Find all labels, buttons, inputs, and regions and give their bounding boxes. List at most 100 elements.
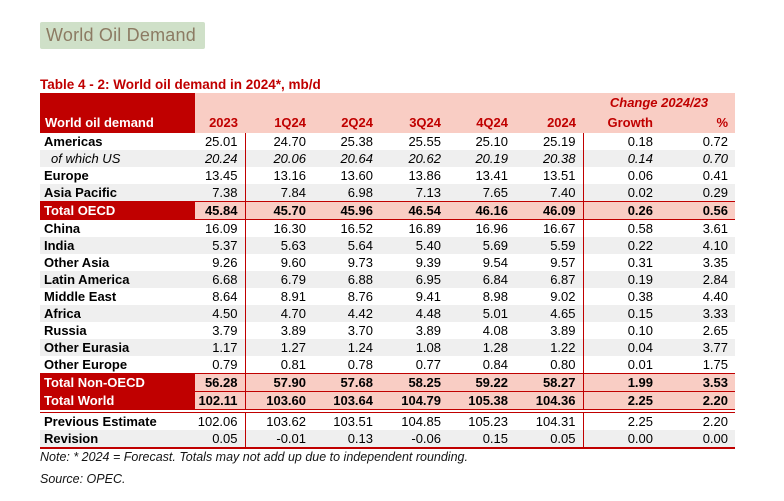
value-cell: 2.65 (702, 323, 728, 338)
table-row: Other Eurasia 1.17 1.27 1.24 1.08 1.28 1.22 0.0… (40, 339, 735, 356)
value-cell: 25.10 (475, 134, 508, 149)
row-label: Total OECD (40, 201, 195, 220)
value-cell: 0.72 (702, 134, 728, 149)
value-cell: 0.80 (515, 356, 584, 374)
value-cell: 9.26 (195, 254, 246, 271)
value-cell: 13.16 (273, 168, 306, 183)
value-cell: 9.73 (347, 255, 373, 270)
value-cell: 6.68 (195, 271, 246, 288)
value-cell: 25.55 (408, 134, 441, 149)
value-cell: 102.06 (195, 411, 246, 430)
value-cell: 2.25 (627, 414, 653, 429)
value-cell: 0.29 (660, 184, 735, 202)
value-cell: 5.37 (195, 237, 246, 254)
value-cell: 46.54 (380, 201, 448, 220)
column-header-growth: Growth (583, 111, 660, 133)
row-label: Latin America (40, 271, 195, 288)
value-cell: -0.06 (380, 430, 448, 449)
value-cell: 25.38 (340, 134, 373, 149)
value-cell: 1.24 (313, 339, 380, 356)
table-row: Total Non-OECD 56.28 57.90 57.68 58.25 59.22 5… (40, 373, 735, 392)
value-cell: 0.84 (482, 357, 508, 372)
value-cell: 20.19 (448, 150, 515, 167)
value-cell: 0.78 (347, 357, 373, 372)
value-cell: 8.91 (280, 289, 306, 304)
value-cell: 1.28 (448, 339, 515, 356)
column-header-pct: % (660, 111, 735, 133)
value-cell: 6.98 (313, 184, 380, 202)
column-header-2023: 2023 (195, 111, 245, 133)
value-cell: 2.20 (660, 391, 735, 413)
table-row: Other Asia 9.26 9.60 9.73 9.39 9.54 9.57 0.31 3.… (40, 254, 735, 271)
value-cell: 16.30 (273, 221, 306, 236)
value-cell: 0.38 (627, 289, 653, 304)
value-cell: 6.87 (515, 271, 584, 288)
value-cell: 57.90 (245, 373, 313, 392)
note-text: Note: * 2024 = Forecast. Totals may not … (40, 450, 468, 464)
table-row: Total World 102.11 103.60 103.64 104.79 105.3… (40, 391, 735, 413)
value-cell: 0.13 (313, 430, 380, 449)
table-row: Asia Pacific 7.38 7.84 6.98 7.13 7.65 7.40 0.02… (40, 184, 735, 202)
value-cell: 0.58 (627, 221, 653, 236)
value-cell: 105.23 (468, 414, 508, 429)
table-row: Russia 3.79 3.89 3.70 3.89 4.08 3.89 0.10 2.65 (40, 322, 735, 339)
column-header-2024: 2024 (515, 111, 583, 133)
column-header-2q24: 2Q24 (313, 111, 380, 133)
value-cell: 16.52 (340, 221, 373, 236)
value-cell: 7.40 (515, 184, 584, 202)
value-cell: 1.17 (195, 339, 246, 356)
value-cell: 6.88 (313, 271, 380, 288)
table-row: Total OECD 45.84 45.70 45.96 46.54 46.16 46.09… (40, 201, 735, 220)
value-cell: 5.40 (380, 237, 448, 254)
value-cell: 0.81 (280, 357, 306, 372)
value-cell: 4.65 (515, 305, 584, 322)
value-cell: 0.00 (660, 430, 735, 449)
value-cell: 0.41 (702, 168, 728, 183)
table-row: Other Europe 0.79 0.81 0.78 0.77 0.84 0.80 0.01… (40, 356, 735, 374)
value-cell: -0.01 (245, 430, 313, 449)
value-cell: 103.51 (333, 414, 373, 429)
value-cell: 0.56 (660, 201, 735, 220)
value-cell: 3.89 (415, 323, 441, 338)
value-cell: 4.48 (380, 305, 448, 322)
value-cell: 0.18 (627, 134, 653, 149)
value-cell: 103.62 (266, 414, 306, 429)
value-cell: 104.31 (515, 411, 584, 430)
row-label: Other Asia (44, 255, 110, 270)
table-row: of which US 20.24 20.06 20.64 20.62 20.19 20.3… (40, 150, 735, 167)
table-row: Middle East 8.64 8.91 8.76 9.41 8.98 9.02 0.38 4… (40, 288, 735, 305)
value-cell: 5.64 (313, 237, 380, 254)
value-cell: 9.41 (415, 289, 441, 304)
value-cell: 3.35 (702, 255, 728, 270)
value-cell: 1.27 (245, 339, 313, 356)
value-cell: 0.70 (660, 150, 735, 167)
value-cell: 20.38 (515, 150, 584, 167)
row-label: Asia Pacific (40, 184, 195, 202)
value-cell: 2.25 (583, 391, 660, 413)
column-header-1q24: 1Q24 (245, 111, 313, 133)
value-cell: 4.40 (702, 289, 728, 304)
value-cell: 16.09 (195, 219, 246, 237)
value-cell: 20.06 (245, 150, 313, 167)
value-cell: 20.62 (380, 150, 448, 167)
value-cell: 16.67 (515, 219, 584, 237)
row-label: Americas (44, 134, 103, 149)
table-header: World oil demand Change 2024/23 2023 1Q2… (40, 93, 735, 133)
value-cell: 3.53 (660, 373, 735, 392)
value-cell: 0.05 (515, 430, 584, 449)
value-cell: 2.20 (702, 414, 728, 429)
value-cell: 1.08 (380, 339, 448, 356)
value-cell: 0.79 (195, 356, 246, 374)
value-cell: 4.70 (245, 305, 313, 322)
value-cell: 58.27 (515, 373, 584, 392)
column-header-4q24: 4Q24 (448, 111, 515, 133)
value-cell: 1.75 (702, 357, 728, 372)
value-cell: 13.41 (475, 168, 508, 183)
value-cell: 0.26 (583, 201, 660, 220)
value-cell: 104.79 (380, 391, 448, 413)
row-label: of which US (40, 150, 195, 167)
row-label: Middle East (44, 289, 117, 304)
value-cell: 3.70 (347, 323, 373, 338)
value-cell: 6.79 (245, 271, 313, 288)
